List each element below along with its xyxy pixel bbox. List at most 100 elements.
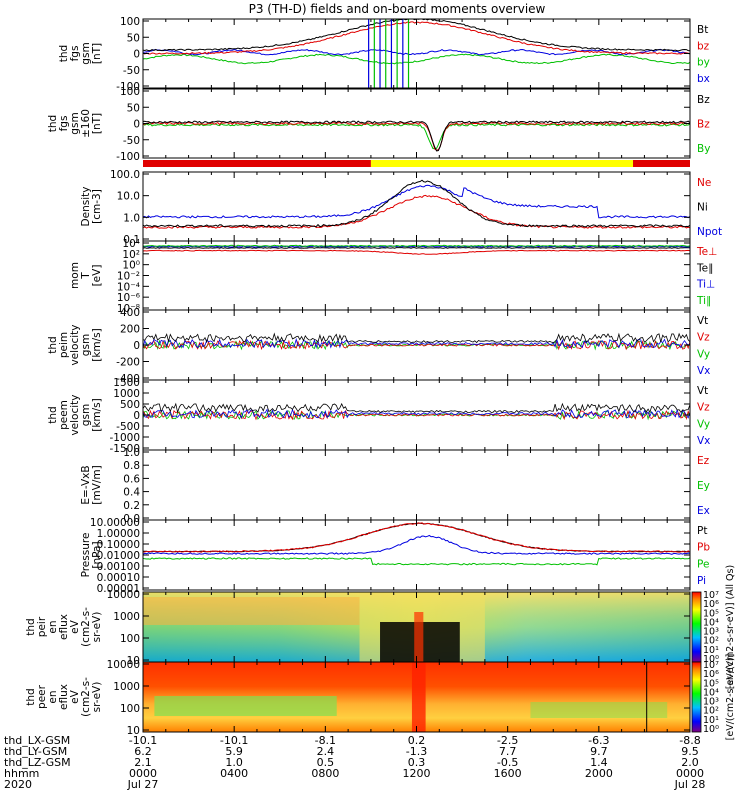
y-axis-label: thd: [47, 336, 59, 353]
x-column-value: 0000: [676, 767, 704, 780]
y-tick-label: 1000: [113, 611, 140, 623]
y-axis-label: [km/s]: [91, 328, 103, 362]
y-tick-label: 10000: [107, 659, 140, 671]
legend-entry-vy: Vy: [697, 418, 710, 430]
y-axis-label: thd: [47, 406, 59, 423]
x-column-value: -10.1: [129, 734, 157, 747]
x-column-value: 0400: [220, 767, 248, 780]
colorbar: [691, 591, 702, 663]
legend-entry-bz: Bz: [697, 94, 710, 106]
y-axis-label: gsm: [80, 334, 92, 356]
y-tick-label: 0.6: [123, 473, 140, 485]
y-tick-label: 10: [127, 725, 140, 737]
legend-entry-npot: Npot: [697, 226, 722, 238]
x-column-value: -1.3: [406, 745, 427, 758]
y-axis-label: (cm2-s-: [80, 677, 92, 717]
trace-ni: [142, 179, 691, 228]
colorbar-tick: 10¹: [703, 715, 719, 726]
y-tick-label: -400: [116, 373, 140, 385]
legend-entry-vz: Vz: [697, 332, 710, 344]
mode-bar-segment: [143, 160, 371, 167]
colorbar-label: [eV/(cm2-s-sr-eV)]: [725, 654, 736, 741]
x-column-value: 2.1: [134, 756, 152, 769]
legend-entry-vz: Vz: [697, 402, 710, 414]
y-axis-label: [nT]: [91, 43, 103, 64]
ion-band-upper: [143, 597, 360, 625]
trace-npot: [142, 184, 691, 219]
trace-pi: [142, 534, 691, 555]
y-tick-label: 0.00001: [97, 583, 140, 595]
y-axis-label: thd: [47, 115, 59, 132]
colorbar-tick: 10⁵: [703, 608, 719, 619]
x-column-value: -0.5: [497, 756, 518, 769]
colorbar-tick: 10⁶: [703, 669, 719, 680]
legend-entry-bt: Bt: [697, 24, 708, 36]
panel-frame: [142, 449, 691, 521]
colorbar-tick: 10³: [703, 627, 719, 638]
trace-pe: [142, 557, 691, 566]
electron-band-green-late: [530, 702, 668, 718]
y-axis-label: sr-eV): [91, 612, 103, 643]
mode-bar: [143, 160, 690, 167]
y-tick-label: -50: [123, 135, 140, 147]
y-tick-label: 0: [133, 340, 140, 352]
y-tick-label: 200: [120, 324, 140, 336]
x-column-value: 1.4: [590, 756, 608, 769]
mode-bar-segment: [370, 160, 634, 167]
y-axis-label: fgs: [58, 116, 70, 132]
y-axis-label: thd: [25, 618, 37, 635]
y-axis-label: gsm: [69, 112, 81, 134]
y-tick-label: -1000: [109, 432, 140, 444]
panel-density: 100.0 10.0 1.0 0.1 Density [cm-3] Ne Ni Npot: [80, 169, 722, 246]
y-axis-label: thd: [58, 45, 70, 62]
colorbar-tick: 10⁰: [703, 724, 719, 735]
y-axis-label: gsm: [80, 42, 92, 64]
y-tick-label: 1000: [113, 681, 140, 693]
legend-entry-by: by: [697, 57, 710, 69]
panel-peer: 10000 1000 100 10 thd peer en eflux eV (cm2-s-sr-…: [25, 659, 691, 737]
trace-vz: [142, 409, 691, 421]
legend-entry-pb: Pb: [697, 542, 710, 554]
y-tick-label: 10.00000: [90, 517, 140, 529]
y-tick-label: 10²: [122, 249, 140, 261]
colorbar-tick: 10⁵: [703, 678, 719, 689]
y-axis-label: peem: [58, 400, 70, 430]
y-axis-label: T: [80, 272, 92, 280]
x-column-value: 2000: [585, 767, 613, 780]
y-axis-label: [km/s]: [91, 398, 103, 432]
colorbar-tick: 10⁴: [703, 617, 719, 628]
panel-frame: [142, 309, 691, 381]
trace-vt: [142, 402, 691, 414]
legend-entry-bz: bz: [697, 40, 710, 52]
y-axis-label: [nPa]: [91, 541, 103, 568]
x-column-value: 1600: [494, 767, 522, 780]
y-axis-label: peir: [36, 616, 48, 637]
y-tick-label: 10⁴: [122, 238, 140, 250]
y-tick-label: 1.00000: [97, 528, 140, 540]
x-column-value: Jul 28: [674, 778, 706, 791]
trace-te-perp: [142, 249, 691, 255]
y-axis-label: E=-VxB: [80, 465, 92, 504]
panel-frame: [142, 240, 691, 311]
x-column-value: 2.4: [317, 745, 335, 758]
y-tick-label: 100: [120, 86, 140, 98]
legend-entry-pi: Pi: [697, 575, 706, 587]
y-axis-label: (cm2-s-: [80, 607, 92, 647]
y-tick-label: 0: [133, 119, 140, 131]
y-axis-label: mom: [69, 262, 81, 289]
y-tick-label: 400: [120, 307, 140, 319]
mode-bar-segment: [633, 160, 690, 167]
trace-vz: [142, 339, 691, 351]
y-axis-label: ±160: [80, 109, 92, 138]
legend-entry-vt: Vt: [697, 385, 708, 397]
panel-peir: 10000 1000 100 10 thd peir en eflux eV (cm2-s-sr-…: [25, 589, 691, 667]
y-tick-label: -1500: [109, 443, 140, 455]
x-column-value: -6.3: [588, 734, 609, 747]
y-tick-label: -100: [116, 151, 140, 163]
trace-bz-clip-red: [142, 121, 691, 151]
y-axis-label: gsm: [80, 404, 92, 426]
y-tick-label: 0.2: [123, 500, 140, 512]
colorbar-tick: 10³: [703, 697, 719, 708]
legend-entry-ez: Ez: [697, 455, 710, 467]
